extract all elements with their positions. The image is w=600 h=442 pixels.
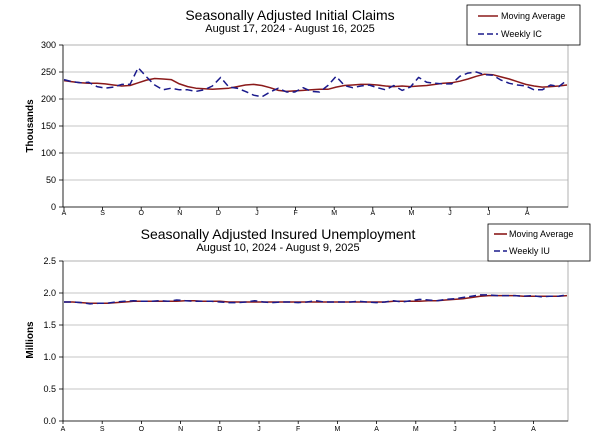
chart1-gridlines	[63, 71, 568, 181]
chart-initial-claims: Seasonally Adjusted Initial Claims Augus…	[25, 4, 581, 217]
x-tick-label: J	[487, 210, 491, 217]
x-tick-label: S	[100, 426, 105, 433]
chart2-legend-weekly: Weekly IU	[509, 246, 550, 256]
chart1-legend-ma: Moving Average	[501, 11, 565, 21]
x-tick-label: N	[177, 210, 182, 217]
y-tick-label: 0.5	[43, 384, 56, 394]
x-tick-label: F	[293, 210, 297, 217]
chart2-legend-box	[487, 223, 591, 262]
chart2-legend-ma: Moving Average	[509, 229, 573, 239]
x-tick-label: N	[178, 426, 183, 433]
chart2-y-axis-label: Millions	[25, 321, 36, 359]
chart1-legend: Moving Average Weekly IC	[466, 4, 581, 46]
chart1-y-axis-label: Thousands	[25, 99, 36, 153]
chart2-subtitle: August 10, 2024 - August 9, 2025	[196, 242, 359, 254]
x-tick-label: A	[370, 210, 375, 217]
x-tick-label: M	[331, 210, 337, 217]
x-tick-label: M	[413, 426, 419, 433]
chart2-series	[64, 294, 568, 305]
x-tick-label: J	[257, 426, 261, 433]
x-tick-label: J	[453, 426, 457, 433]
y-tick-label: 0	[51, 202, 56, 212]
x-tick-label: D	[217, 426, 222, 433]
x-tick-label: A	[374, 426, 379, 433]
series-line-moving-average	[64, 294, 568, 304]
x-tick-label: A	[531, 426, 536, 433]
chart2-plot-area	[62, 260, 569, 422]
x-tick-label: M	[334, 426, 340, 433]
chart1-series	[63, 66, 568, 98]
y-tick-label: 150	[41, 121, 56, 131]
chart1-y-ticks: 0 50 100 150 200 250 300	[41, 40, 64, 212]
x-tick-label: D	[216, 210, 221, 217]
y-tick-label: 50	[46, 175, 56, 185]
y-tick-label: 250	[41, 67, 56, 77]
x-tick-label: J	[492, 426, 496, 433]
x-tick-label: J	[448, 210, 452, 217]
x-tick-label: A	[525, 210, 530, 217]
y-tick-label: 0.0	[43, 416, 56, 426]
y-tick-label: 2.5	[43, 256, 56, 266]
series-line-weekly	[64, 294, 568, 305]
x-tick-label: M	[408, 210, 414, 217]
chart2-y-ticks: 0.0 0.5 1.0 1.5 2.0 2.5	[43, 256, 64, 426]
series-line-moving-average	[63, 73, 568, 93]
chart1-legend-weekly: Weekly IC	[501, 29, 542, 39]
x-tick-label: A	[62, 210, 67, 217]
chart-insured-unemployment: Seasonally Adjusted Insured Unemployment…	[25, 223, 591, 433]
y-tick-label: 1.5	[43, 320, 56, 330]
y-tick-label: 1.0	[43, 352, 56, 362]
x-tick-label: J	[255, 210, 259, 217]
series-line-weekly	[63, 66, 568, 98]
chart2-gridlines	[63, 292, 568, 390]
y-tick-label: 2.0	[43, 288, 56, 298]
y-tick-label: 300	[41, 40, 56, 50]
chart1-subtitle: August 17, 2024 - August 16, 2025	[205, 23, 374, 35]
x-tick-label: F	[296, 426, 300, 433]
chart1-title: Seasonally Adjusted Initial Claims	[185, 7, 394, 23]
y-tick-label: 200	[41, 94, 56, 104]
y-tick-label: 100	[41, 148, 56, 158]
chart2-legend: Moving Average Weekly IU	[487, 223, 591, 262]
chart1-legend-box	[466, 4, 581, 46]
x-tick-label: S	[100, 210, 105, 217]
x-tick-label: A	[61, 426, 66, 433]
x-tick-label: O	[139, 426, 145, 433]
chart2-title: Seasonally Adjusted Insured Unemployment	[141, 226, 416, 242]
x-tick-label: O	[138, 210, 144, 217]
